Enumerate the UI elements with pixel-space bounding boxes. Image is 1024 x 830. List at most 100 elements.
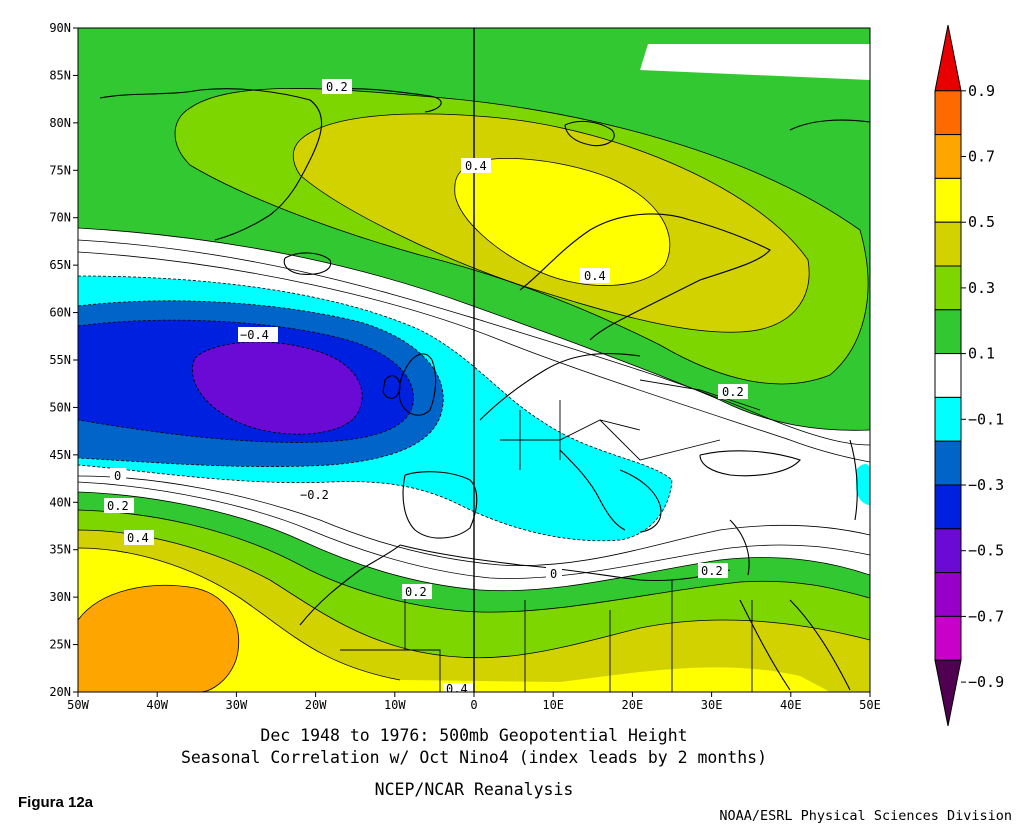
colorbar-label: 0.5	[968, 213, 995, 231]
lon-label-50E: 50E	[859, 698, 881, 712]
longitude-labels: 50W 40W 30W 20W 10W 0 10E 20E 30E 40E 50E	[67, 698, 881, 712]
coast-africa-north	[399, 544, 731, 582]
coast-east-med	[729, 519, 750, 576]
contour-lines	[78, 88, 870, 692]
region-positive-south-orange	[78, 585, 239, 692]
lon-label-40W: 40W	[146, 698, 168, 712]
map-field: 0.2 0.4 0.4 0.2 −0.4 0 0.2 0.4 −0.2 0.2 …	[78, 28, 870, 696]
coast-red-sea	[739, 599, 791, 691]
colorbar-swatch	[934, 572, 962, 617]
coast-arabia	[789, 599, 851, 691]
lat-label-40N: 40N	[49, 495, 71, 509]
lat-label-45N: 45N	[49, 448, 71, 462]
lon-label-40E: 40E	[780, 698, 802, 712]
contour-label-7: 0.2	[107, 499, 129, 513]
coast-greenland-north	[329, 88, 442, 113]
colorbar-swatch	[934, 90, 962, 136]
contour-label-13: 0.4	[446, 682, 468, 696]
lat-label-65N: 65N	[49, 258, 71, 272]
colorbar-swatch	[934, 615, 962, 661]
coast-novaya-zemlya	[789, 119, 870, 131]
lat-label-90N: 90N	[49, 21, 71, 35]
figure-label: Figura 12a	[18, 794, 94, 811]
contour-label-10: 0.2	[405, 585, 427, 599]
coast-ireland	[382, 375, 401, 399]
colorbar-label: −0.3	[968, 476, 1004, 494]
coast-italy	[559, 449, 626, 531]
colorbar-label: 0.7	[968, 148, 995, 166]
coast-balkans-greece	[619, 469, 662, 533]
contour-label-12: 0.2	[701, 564, 723, 578]
lat-label-80N: 80N	[49, 116, 71, 130]
lon-label-50W: 50W	[67, 698, 89, 712]
colorbar-swatch	[934, 484, 962, 530]
region-positive-north-yellow	[454, 158, 670, 286]
colorbar-label: −0.9	[968, 673, 1004, 691]
title-line-2: Seasonal Correlation w/ Oct Nino4 (index…	[180, 748, 768, 767]
contour-lines-negative	[78, 275, 673, 542]
lat-label-70N: 70N	[49, 211, 71, 225]
colorbar-swatch	[934, 353, 962, 398]
coast-black-sea	[699, 450, 801, 477]
region-negative-purple	[192, 342, 363, 435]
title-line-1: Dec 1948 to 1976: 500mb Geopotential Hei…	[260, 726, 688, 745]
contour-label-8: 0.4	[127, 531, 149, 545]
lat-label-75N: 75N	[49, 163, 71, 177]
coast-caspian	[849, 439, 858, 521]
lat-label-30N: 30N	[49, 590, 71, 604]
colorbar-label: 0.1	[968, 345, 995, 363]
lon-label-0: 0	[470, 698, 477, 712]
colorbar-swatch	[934, 265, 962, 311]
lon-label-10E: 10E	[542, 698, 564, 712]
coast-iceland	[283, 252, 332, 275]
colorbar-label: −0.7	[968, 607, 1004, 625]
lon-label-30W: 30W	[226, 698, 248, 712]
contour-label-11: 0	[550, 567, 557, 581]
contour-label-5: −0.4	[240, 328, 269, 342]
colorbar-label: −0.5	[968, 542, 1004, 560]
colorbar-swatch	[934, 221, 962, 267]
lat-label-35N: 35N	[49, 543, 71, 557]
colorbar-swatch	[934, 177, 962, 223]
lon-label-30E: 30E	[701, 698, 723, 712]
coast-europe-north	[479, 352, 641, 421]
latitude-labels: 90N 85N 80N 75N 70N 65N 60N 55N 50N 45N 40N 35N 30N 2…	[49, 21, 71, 699]
coast-scandinavia	[519, 213, 771, 341]
contour-label-group: 0.2 0.4 0.4 0.2 −0.4 0 0.2 0.4 −0.2 0.2 …	[104, 79, 748, 696]
lat-label-25N: 25N	[49, 638, 71, 652]
lon-label-20E: 20E	[622, 698, 644, 712]
colorbar-swatch	[934, 528, 962, 574]
colorbar-arrow-bottom	[934, 659, 962, 726]
borders	[340, 379, 761, 692]
contour-label-6: 0	[114, 469, 121, 483]
lat-label-60N: 60N	[49, 306, 71, 320]
contour-label-1: 0.2	[326, 80, 348, 94]
lat-label-55N: 55N	[49, 353, 71, 367]
colorbar-swatch	[934, 309, 962, 355]
region-positive-south-yellow	[78, 548, 830, 692]
colorbar-swatch	[934, 134, 962, 179]
colorbar-label: 0.9	[968, 82, 995, 100]
colorbar-swatch	[934, 440, 962, 486]
lon-label-20W: 20W	[305, 698, 327, 712]
coast-iberia	[402, 471, 478, 539]
contour-label-4: 0.2	[722, 385, 744, 399]
colorbar-swatch	[934, 396, 962, 442]
contour-label-9: −0.2	[300, 488, 329, 502]
coastlines	[99, 88, 870, 691]
contour-label-3: 0.4	[584, 269, 606, 283]
lon-label-10W: 10W	[384, 698, 406, 712]
region-negative-cyan-east	[855, 464, 870, 505]
credit-text: NOAA/ESRL Physical Sciences Division	[719, 808, 1012, 824]
colorbar-label: 0.3	[968, 279, 995, 297]
coast-west-africa	[299, 544, 401, 626]
coast-greenland	[99, 88, 323, 241]
contour-label-2: 0.4	[465, 159, 487, 173]
title-line-3: NCEP/NCAR Reanalysis	[374, 780, 574, 799]
lat-label-20N: 20N	[49, 685, 71, 699]
axis-ticks	[73, 27, 871, 697]
colorbar-arrow-top	[934, 25, 962, 92]
colorbar: 0.9 0.7 0.5 0.3 0.1 −0.1 −0.3 −0.5 −0.7 −0.9	[934, 25, 1004, 726]
lat-label-50N: 50N	[49, 400, 71, 414]
